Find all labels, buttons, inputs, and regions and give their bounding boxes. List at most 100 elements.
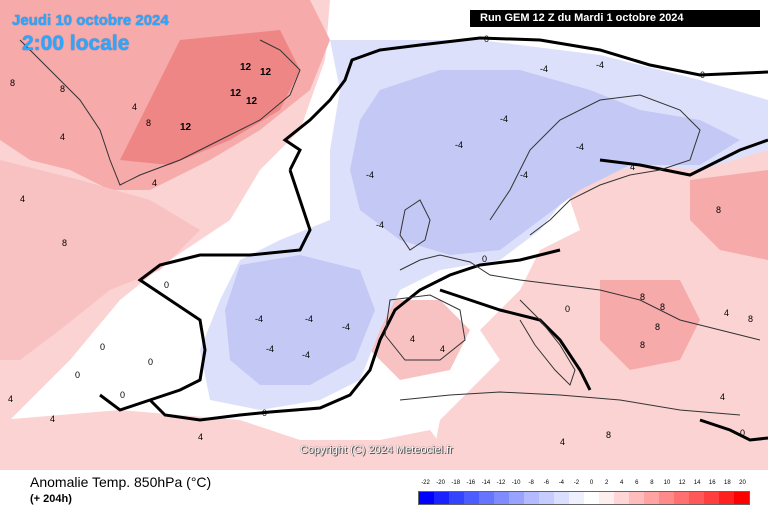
contour-value-label: 8: [10, 78, 15, 88]
legend-swatch: [464, 492, 479, 504]
contour-labels-eight: 8 8 8 8 8 8 8 8 8 8 8: [10, 78, 753, 440]
color-legend: -22 -20 -18 -16 -14 -12 -10 -8 -6 -4 -2 0 2 4 6 8 10 12 14…: [418, 480, 750, 506]
contour-value-label: 0: [148, 357, 153, 367]
legend-swatch: [599, 492, 614, 504]
legend-swatch: [644, 492, 659, 504]
zero-contour-se: [699, 418, 768, 442]
contour-value-label: -4: [455, 140, 463, 150]
legend-swatch: [509, 492, 524, 504]
contour-value-label: 8: [606, 430, 611, 440]
contour-value-label: 0: [120, 390, 125, 400]
contour-value-label: 12: [230, 88, 242, 99]
legend-label: 14: [693, 480, 701, 486]
forecast-date: Jeudi 10 octobre 2024: [12, 12, 169, 29]
legend-bar: [418, 491, 750, 505]
contour-value-label: 4: [410, 334, 415, 344]
forecast-local-time: 2:00 locale: [22, 32, 130, 55]
legend-swatch: [419, 492, 434, 504]
contour-value-label: 0: [484, 34, 489, 44]
contour-labels-four: 4 4 4 4 4 4 4 4 4 4 4 4 4: [8, 102, 729, 447]
zero-contour-south: [148, 248, 561, 422]
legend-label: 0: [589, 480, 594, 486]
contour-value-label: 4: [720, 392, 725, 402]
contour-value-label: 4: [724, 308, 729, 318]
legend-swatch: [584, 492, 599, 504]
legend-label: -10: [511, 480, 521, 486]
contour-value-label: -4: [540, 64, 548, 74]
legend-labels: -22 -20 -18 -16 -14 -12 -10 -8 -6 -4 -2 0 2 4 6 8 10 12 14…: [418, 480, 750, 490]
contour-value-label: -4: [500, 114, 508, 124]
legend-swatch: [704, 492, 719, 504]
contour-value-label: 0: [482, 254, 487, 264]
legend-swatch: [569, 492, 584, 504]
cold-region-core: [350, 70, 740, 255]
contour-labels-twelve: 12 12 12 12 12: [180, 62, 272, 133]
contour-value-label: -4: [302, 350, 310, 360]
coastline-europe: [399, 254, 761, 341]
contour-value-label: 4: [440, 344, 445, 354]
coastline-britain: [399, 199, 431, 251]
legend-label: -18: [451, 480, 461, 486]
contour-value-label: 8: [655, 322, 660, 332]
contour-labels-minus4: -4 -4 -4 -4 -4 -4 -4 -4 -4 -4 -4 -4 -4: [255, 60, 604, 360]
legend-label: -12: [496, 480, 506, 486]
coastline-iberia: [384, 294, 466, 361]
contour-value-label: 12: [246, 96, 258, 107]
legend-label: 20: [739, 480, 746, 486]
legend-label: -6: [543, 480, 549, 486]
zero-contour-north: [282, 36, 768, 171]
contour-value-label: 0: [700, 70, 705, 80]
legend-label: 8: [650, 480, 654, 486]
legend-label: 10: [663, 480, 671, 486]
legend-label: 16: [708, 480, 716, 486]
contour-value-label: -4: [255, 314, 263, 324]
legend-swatch: [554, 492, 569, 504]
legend-label: -16: [466, 480, 476, 486]
legend-swatch: [449, 492, 464, 504]
contour-value-label: -4: [366, 170, 374, 180]
warm-region-south: [0, 410, 460, 470]
warm-region-europe-east: [430, 150, 768, 470]
legend-swatch: [659, 492, 674, 504]
contour-value-label: 0: [740, 428, 745, 438]
coastline-greenland: [19, 39, 301, 186]
contour-value-label: -4: [596, 60, 604, 70]
contour-value-label: 4: [630, 162, 635, 172]
legend-label: 2: [604, 480, 609, 486]
legend-swatch: [524, 492, 539, 504]
variable-title: Anomalie Temp. 850hPa (°C): [30, 474, 212, 490]
zero-contour-east: [599, 138, 768, 177]
legend-swatch: [479, 492, 494, 504]
cold-region-south-lobe: [225, 255, 375, 385]
contour-value-label: 12: [240, 62, 252, 73]
warm-region-iberia: [370, 300, 470, 380]
contour-value-label: 4: [8, 394, 13, 404]
legend-label: 18: [724, 480, 731, 486]
legend-label: -20: [436, 480, 445, 486]
coastline-italy: [519, 299, 576, 386]
contour-value-label: 8: [640, 340, 645, 350]
contour-value-label: 0: [262, 408, 267, 418]
contour-value-label: 4: [50, 414, 55, 424]
anomaly-map: 0 0 0 0 0 0 0 0 0 0 0 -4 -4 -4 -4 -4 -4 …: [0, 0, 768, 470]
legend-label: 4: [620, 480, 624, 486]
legend-label: 12: [678, 480, 686, 486]
contour-value-label: -4: [266, 344, 274, 354]
legend-swatch: [734, 492, 749, 504]
contour-value-label: 8: [146, 118, 151, 128]
warm-region-atlantic-mid: [0, 160, 200, 360]
legend-label: -2: [573, 480, 580, 486]
contour-value-label: -4: [376, 220, 384, 230]
warm-region-balkans: [600, 280, 700, 370]
zero-contour-west: [99, 169, 312, 412]
coastline-scandinavia: [489, 94, 701, 236]
legend-swatch: [614, 492, 629, 504]
model-run-label: Run GEM 12 Z du Mardi 1 octobre 2024: [470, 10, 760, 27]
contour-value-label: 8: [640, 292, 645, 302]
legend-label: 6: [635, 480, 639, 486]
warm-region-greenland-core: [120, 30, 300, 165]
contour-value-label: 8: [60, 84, 65, 94]
legend-label: -4: [558, 480, 565, 486]
contour-value-label: 0: [565, 304, 570, 314]
